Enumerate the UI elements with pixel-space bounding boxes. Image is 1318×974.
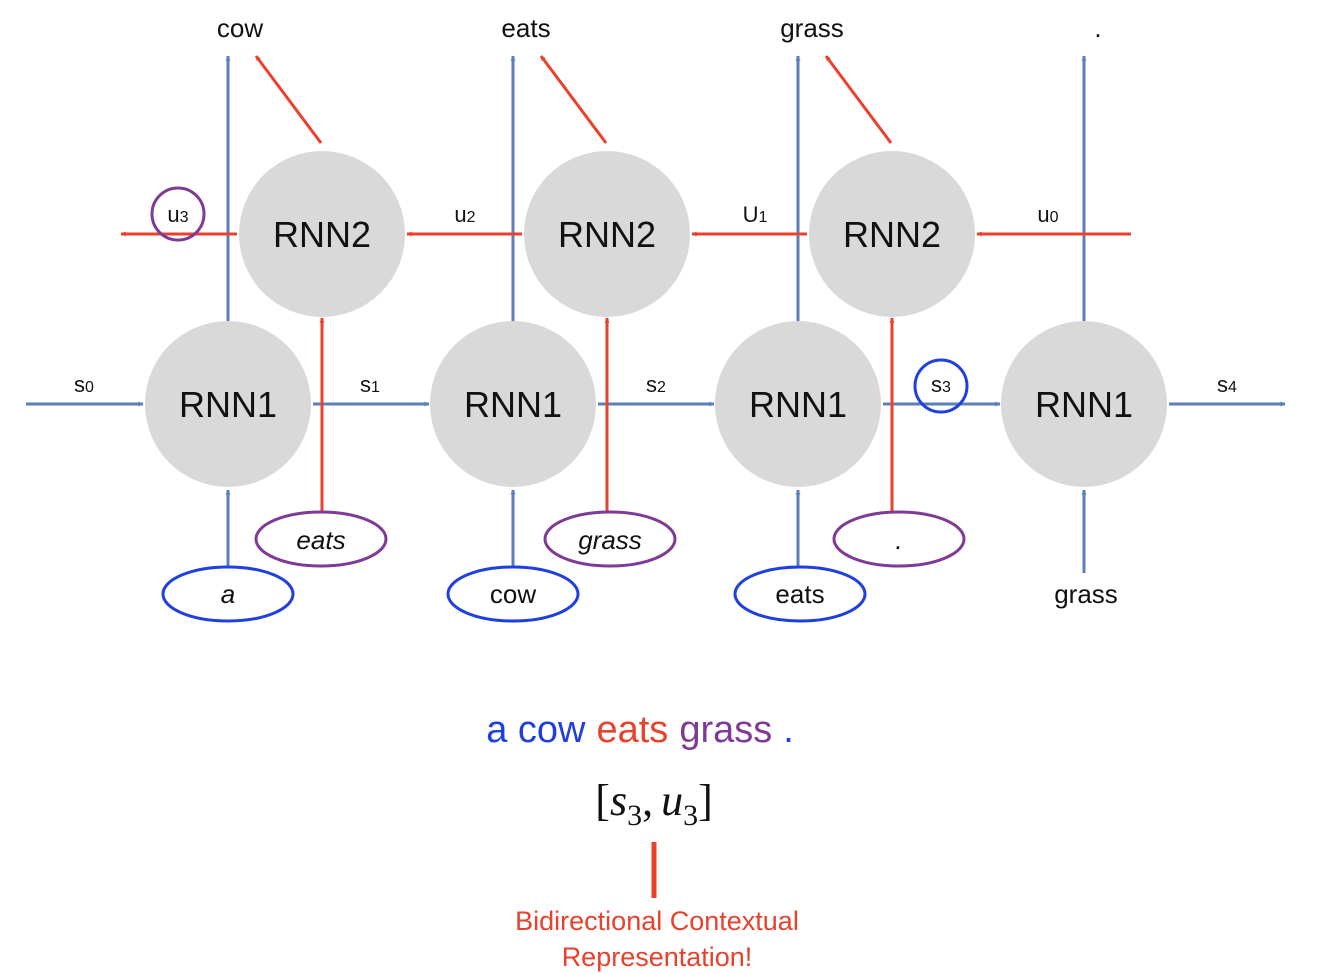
formula: [s3, u3] [595,776,712,832]
rnn2-node-2 [809,151,975,317]
rnn1-input-label-2: eats [775,579,824,609]
forward-state-label-4-base: s [1217,372,1228,397]
rnn2-input-label-2: . [895,525,902,555]
forward-state-label-1-base: s [360,372,371,397]
forward-state-label-1-sub: 1 [371,379,380,396]
backward-state-label-3-sub: 0 [1050,209,1059,226]
forward-state-label-4: s4 [1217,372,1237,397]
output-label-3: . [1094,13,1101,43]
rnn1-node-1 [430,321,596,487]
s3-highlight-ring [913,358,969,414]
rnn1-label-1: RNN1 [464,384,562,425]
forward-state-label-4-sub: 4 [1228,379,1237,396]
forward-state-label-3-sub: 3 [942,379,951,396]
rnn1-node-0 [145,321,311,487]
caption-line-1: Bidirectional Contextual [515,906,799,936]
rnn1-input-label-0: a [221,579,235,609]
rnn2-label-0: RNN2 [273,214,371,255]
sentence-part-eats: eats [596,709,668,751]
backward-state-label-3-base: u [1037,202,1049,227]
forward-state-label-3: s3 [931,372,951,397]
rnn2-node-1 [524,151,690,317]
forward-state-label-0-sub: 0 [85,379,94,396]
forward-state-label-3-base: s [931,372,942,397]
rnn1-input-label-1: cow [490,579,536,609]
forward-state-label-0: s0 [74,372,94,397]
backward-state-label-1-sub: 2 [467,209,476,226]
rnn2-label-2: RNN2 [843,214,941,255]
rnn1-input-ellipse-1 [446,565,580,623]
rnn2-label-1: RNN2 [558,214,656,255]
sentence: a cow eats grass. [486,709,794,751]
sentence-part-a-cow: a cow [486,709,586,751]
rnn2-output-arrow-1 [539,55,608,144]
rnn2-output-arrow-0 [254,55,323,144]
rnn1-node-3 [1001,321,1167,487]
backward-state-label-2: U1 [743,202,768,227]
formula-s: s [610,776,627,825]
rnn1-input-ellipse-2 [733,565,867,623]
output-label-1: eats [501,13,550,43]
rnn2-node-0 [239,151,405,317]
rnn2-input-ellipse-1 [543,510,677,568]
sentence-part-grass: grass [679,709,772,751]
formula-u: u [661,776,683,825]
formula-u-subscript: 3 [683,799,698,832]
backward-state-label-0-base: u [167,202,179,227]
backward-state-label-1: u2 [454,202,475,227]
formula-comma: , [642,776,653,825]
formula-open-bracket: [ [595,776,610,825]
backward-state-label-2-base: U [743,202,759,227]
backward-state-label-3: u0 [1037,202,1058,227]
rnn2-input-label-0: eats [296,525,345,555]
rnn1-label-3: RNN1 [1035,384,1133,425]
backward-state-label-2-sub: 1 [758,209,767,226]
rnn2-input-ellipse-0 [254,510,388,568]
backward-state-label-0: u3 [167,202,188,227]
backward-state-label-0-sub: 3 [180,209,189,226]
formula-s-subscript: 3 [627,799,642,832]
sentence-part-period: . [783,709,794,751]
formula-close-bracket: ] [698,776,713,825]
output-label-0: cow [217,13,263,43]
caption-line-2: Representation! [562,942,753,972]
forward-state-label-2-sub: 2 [657,379,666,396]
forward-state-label-2: s2 [646,372,666,397]
backward-state-label-1-base: u [454,202,466,227]
rnn1-node-2 [715,321,881,487]
rnn2-input-label-1: grass [578,525,642,555]
forward-state-label-1: s1 [360,372,380,397]
rnn1-input-label-3: grass [1054,579,1118,609]
output-label-2: grass [780,13,844,43]
rnn2-input-ellipse-2 [832,510,966,568]
rnn1-label-2: RNN1 [749,384,847,425]
forward-state-label-2-base: s [646,372,657,397]
rnn1-input-ellipse-0 [161,565,295,623]
u3-highlight-ring [150,186,206,242]
forward-state-label-0-base: s [74,372,85,397]
rnn2-output-arrow-2 [824,55,893,144]
rnn1-label-0: RNN1 [179,384,277,425]
